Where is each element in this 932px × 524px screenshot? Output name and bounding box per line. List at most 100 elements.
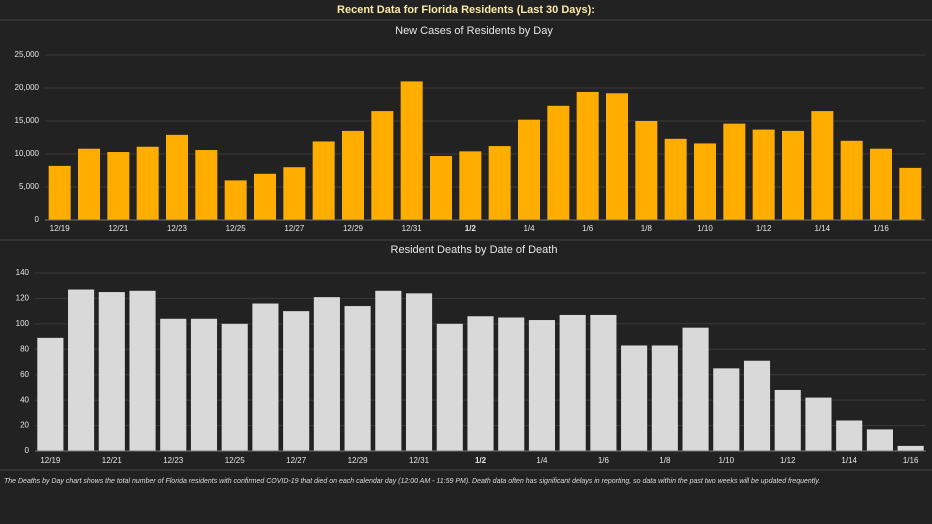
x-tick-label: 12/29 — [348, 456, 369, 465]
x-tick-label: 1/14 — [815, 224, 831, 233]
bar — [195, 150, 218, 220]
bar — [590, 314, 617, 451]
bar — [528, 320, 556, 451]
bar — [635, 121, 658, 220]
y-tick-label: 120 — [16, 294, 30, 303]
x-tick-label: 1/8 — [641, 224, 653, 233]
bar — [559, 314, 586, 451]
bar — [840, 140, 863, 220]
bar — [400, 81, 423, 221]
bar — [836, 420, 863, 451]
bar — [805, 397, 832, 451]
bar — [488, 146, 511, 220]
y-tick-label: 20 — [20, 421, 29, 430]
bar — [224, 180, 247, 220]
x-tick-label: 12/21 — [102, 456, 123, 465]
bar — [78, 148, 100, 220]
bar — [459, 151, 482, 220]
bar — [713, 368, 740, 451]
bar — [344, 306, 371, 451]
bar — [430, 155, 452, 220]
x-tick-label: 1/16 — [873, 224, 889, 233]
bar — [254, 173, 276, 220]
bar — [283, 167, 306, 220]
bar — [547, 105, 570, 220]
bar — [694, 143, 716, 220]
bar — [37, 337, 64, 451]
bar — [664, 138, 687, 220]
bar — [313, 297, 340, 451]
bar — [866, 429, 893, 451]
x-tick-label: 12/31 — [402, 224, 423, 233]
bar — [371, 111, 394, 220]
bar — [811, 111, 834, 220]
x-tick-label: 1/12 — [780, 456, 796, 465]
bar — [743, 360, 771, 451]
x-tick-label: 1/12 — [756, 224, 772, 233]
bar — [48, 165, 71, 220]
x-tick-label: 1/2 — [475, 456, 487, 465]
bar — [221, 323, 248, 451]
x-tick-label: 1/14 — [841, 456, 857, 465]
bar — [405, 293, 433, 451]
bar — [899, 167, 922, 220]
y-tick-label: 40 — [20, 395, 29, 404]
bar — [651, 345, 678, 451]
y-tick-label: 0 — [35, 215, 40, 224]
x-tick-label: 12/25 — [225, 456, 246, 465]
y-tick-label: 15,000 — [15, 116, 40, 125]
bar — [682, 327, 709, 451]
x-tick-label: 12/23 — [167, 224, 188, 233]
y-tick-label: 20,000 — [15, 83, 40, 92]
x-tick-label: 12/19 — [50, 224, 71, 233]
x-tick-label: 12/19 — [40, 456, 61, 465]
bar — [606, 93, 628, 220]
bar — [166, 134, 188, 220]
y-tick-label: 80 — [20, 344, 29, 353]
bar — [129, 290, 156, 451]
bar — [498, 317, 525, 451]
y-tick-label: 25,000 — [15, 50, 40, 59]
y-tick-label: 140 — [16, 268, 30, 277]
bar — [312, 141, 335, 220]
x-tick-label: 12/31 — [409, 456, 430, 465]
x-tick-label: 12/21 — [108, 224, 129, 233]
x-tick-label: 1/10 — [697, 224, 713, 233]
bar — [752, 129, 775, 220]
bar — [136, 146, 159, 220]
bar — [252, 303, 279, 451]
bar — [723, 123, 746, 220]
bar — [782, 130, 804, 220]
bar — [68, 289, 95, 451]
y-tick-label: 60 — [20, 370, 29, 379]
bar — [621, 345, 648, 451]
x-tick-label: 1/2 — [465, 224, 477, 233]
page-title: Recent Data for Florida Residents (Last … — [337, 4, 595, 16]
x-tick-label: 1/16 — [903, 456, 919, 465]
x-tick-label: 12/29 — [343, 224, 364, 233]
x-tick-label: 1/6 — [582, 224, 594, 233]
x-tick-label: 1/6 — [598, 456, 610, 465]
bar — [190, 318, 218, 451]
bar — [107, 152, 130, 220]
footnote: The Deaths by Day chart shows the total … — [4, 478, 820, 485]
y-tick-label: 5,000 — [19, 182, 40, 191]
y-tick-label: 10,000 — [15, 149, 40, 158]
bar — [98, 292, 125, 451]
bar — [774, 389, 801, 451]
bar — [283, 311, 310, 451]
x-tick-label: 1/8 — [659, 456, 671, 465]
y-tick-label: 0 — [25, 446, 30, 455]
bar — [467, 316, 494, 451]
chart-title: Resident Deaths by Date of Death — [391, 244, 558, 256]
x-tick-label: 1/10 — [719, 456, 735, 465]
bar — [870, 148, 892, 220]
bar — [518, 119, 540, 220]
x-tick-label: 1/4 — [536, 456, 548, 465]
x-tick-label: 12/27 — [284, 224, 305, 233]
bar — [160, 318, 187, 451]
bar — [342, 130, 364, 220]
chart-title: New Cases of Residents by Day — [395, 25, 553, 37]
bar — [897, 445, 924, 451]
